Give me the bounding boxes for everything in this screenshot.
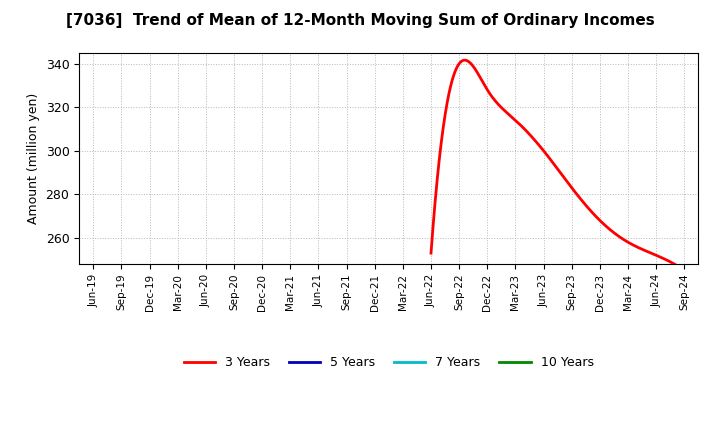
Text: [7036]  Trend of Mean of 12-Month Moving Sum of Ordinary Incomes: [7036] Trend of Mean of 12-Month Moving … xyxy=(66,13,654,28)
Legend: 3 Years, 5 Years, 7 Years, 10 Years: 3 Years, 5 Years, 7 Years, 10 Years xyxy=(179,351,598,374)
Y-axis label: Amount (million yen): Amount (million yen) xyxy=(27,93,40,224)
